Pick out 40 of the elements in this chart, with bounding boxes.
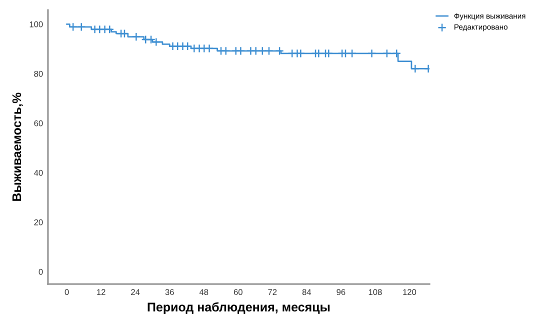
point (204, 44, 214, 53)
x-axis-title: Период наблюдения, месяцы (148, 302, 330, 314)
point (314, 48, 324, 58)
y-tick-label: 100 (30, 21, 43, 28)
point (382, 48, 392, 58)
point (348, 48, 357, 58)
point (324, 48, 334, 58)
point (264, 46, 274, 56)
point (221, 46, 230, 56)
x-tick-label: 108 (368, 289, 382, 296)
point (146, 35, 156, 44)
x-tick-label: 72 (268, 289, 277, 295)
point (132, 32, 141, 42)
x-tick-label: 120 (403, 289, 416, 296)
point (392, 48, 402, 58)
x-tick-label: 24 (131, 289, 140, 295)
y-tick-label: 60 (34, 120, 43, 126)
point (76, 22, 86, 32)
point (251, 46, 260, 56)
point (152, 38, 161, 46)
point (258, 46, 267, 56)
y-tick-label: 40 (34, 170, 43, 176)
point (105, 24, 114, 34)
point (367, 48, 376, 58)
x-tick-label: 36 (165, 289, 174, 296)
x-tick-label: 0 (64, 289, 69, 296)
point (183, 42, 192, 51)
point (275, 46, 284, 56)
point (236, 46, 246, 56)
point (68, 22, 78, 32)
x-tick-label: 96 (336, 289, 346, 296)
y-tick-label: 0 (38, 268, 43, 275)
x-tick-label: 12 (97, 289, 106, 295)
point (410, 64, 420, 74)
y-axis-title: Выживаемость,% (12, 92, 23, 201)
x-tick-label: 48 (199, 289, 208, 296)
x-tick-label: 60 (234, 289, 242, 296)
y-tick-label: 20 (34, 219, 43, 226)
y-tick-label: 80 (34, 70, 43, 77)
x-tick-label: 84 (302, 289, 312, 296)
